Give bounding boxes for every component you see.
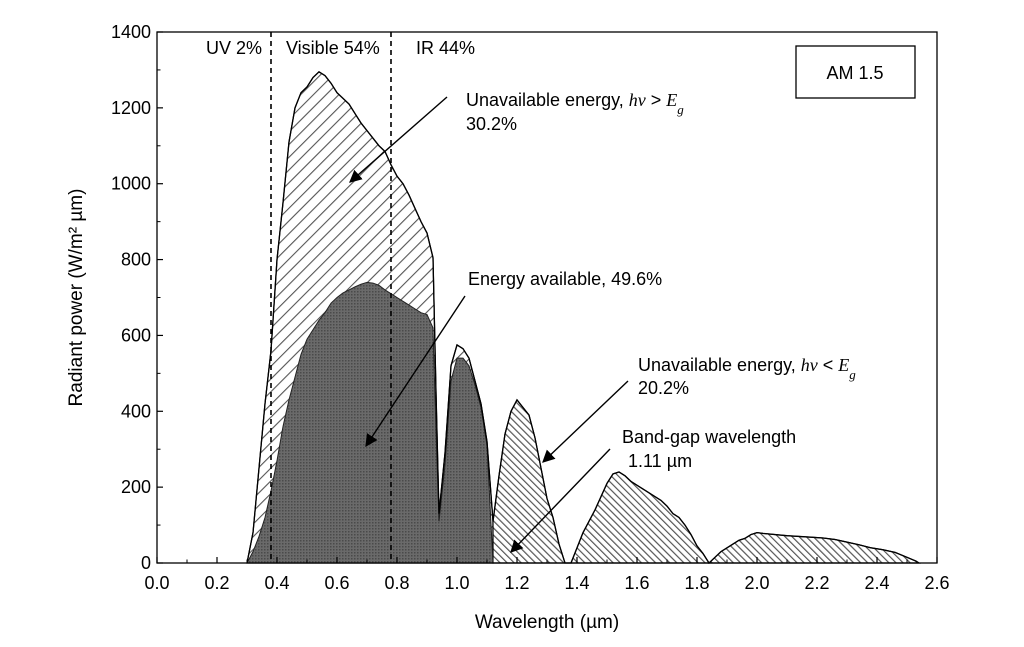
- bandgap-annotation: Band-gap wavelength: [622, 427, 796, 447]
- am15-legend-box: [795, 45, 916, 99]
- x-tick-label: 0.2: [204, 573, 229, 593]
- y-tick-label: 200: [121, 477, 151, 497]
- uv-region-label: UV 2%: [206, 38, 262, 58]
- x-tick-label: 2.0: [744, 573, 769, 593]
- visible-region-label: Visible 54%: [286, 38, 380, 58]
- energy-available-annotation: Energy available, 49.6%: [468, 269, 662, 289]
- axis-ticks: [156, 31, 938, 564]
- x-tick-label: 0.8: [384, 573, 409, 593]
- region-dividers: [270, 32, 392, 563]
- y-tick-label: 800: [121, 250, 151, 270]
- unavailable-high-annotation: Unavailable energy, hν > Eg: [466, 90, 684, 117]
- energy-available-area: [246, 281, 494, 564]
- chart-marks: [246, 71, 922, 565]
- x-tick-label: 1.0: [444, 573, 469, 593]
- x-tick-label: 1.8: [684, 573, 709, 593]
- x-tick-label: 1.6: [624, 573, 649, 593]
- x-tick-label: 0.0: [144, 573, 169, 593]
- x-tick-label: 0.4: [264, 573, 289, 593]
- bandgap-arrow: [510, 448, 611, 553]
- bandgap-value: 1.11 µm: [628, 451, 692, 471]
- x-tick-label: 0.6: [324, 573, 349, 593]
- axis-tick-labels: 0.0 0.2 0.4 0.6 0.8 1.0 1.2 1.4 1.6 1.8 2.0 2.2 2.4 2…: [111, 22, 950, 593]
- unavailable-low-annotation: Unavailable energy, hν < Eg: [638, 355, 856, 382]
- x-tick-label: 1.2: [504, 573, 529, 593]
- spectrum-line: [246, 71, 920, 565]
- y-tick-label: 400: [121, 401, 151, 421]
- x-tick-label: 2.4: [864, 573, 889, 593]
- x-tick-label: 2.2: [804, 573, 829, 593]
- unavailable-high-percent: 30.2%: [466, 114, 517, 134]
- x-axis-title: Wavelength (µm): [475, 612, 619, 633]
- unavailable-high-arrow: [349, 96, 448, 183]
- energy-available-arrow: [365, 295, 466, 448]
- unavailable-low-area: [492, 398, 922, 564]
- y-tick-label: 1200: [111, 98, 151, 118]
- y-tick-label: 1400: [111, 22, 151, 42]
- y-tick-label: 0: [141, 553, 151, 573]
- y-axis-title: Radiant power (W/m² µm): [66, 189, 87, 407]
- y-tick-label: 1000: [111, 174, 151, 194]
- unavailable-low-percent: 20.2%: [638, 378, 689, 398]
- am15-legend-label: AM 1.5: [826, 63, 883, 83]
- x-tick-label: 2.6: [924, 573, 949, 593]
- y-tick-label: 600: [121, 325, 151, 345]
- x-tick-label: 1.4: [564, 573, 589, 593]
- unavailable-low-arrow: [542, 380, 629, 463]
- ir-region-label: IR 44%: [416, 38, 475, 58]
